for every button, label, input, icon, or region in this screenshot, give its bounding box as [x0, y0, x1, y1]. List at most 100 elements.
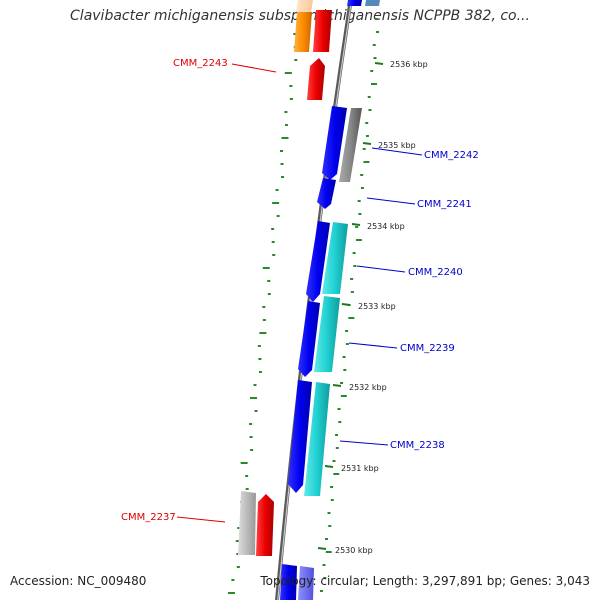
leader-cmm-2239	[348, 342, 398, 349]
gc-skew-tick	[284, 124, 288, 126]
gc-skew-tick	[249, 423, 253, 425]
gene-blue-c	[298, 301, 320, 377]
gc-skew-tick	[322, 564, 326, 566]
gene-blue-a	[322, 106, 347, 180]
gc-skew-tick	[342, 356, 346, 358]
gc-skew-tick	[281, 176, 285, 178]
gc-skew-tick	[227, 592, 235, 594]
gene-labels: CMM_2243 CMM_2242 CMM_2241 CMM_2240 CMM_…	[121, 58, 479, 523]
gc-skew-tick	[236, 553, 240, 555]
gene-label-cmm-2237[interactable]: CMM_2237	[121, 512, 176, 523]
accession-text: Accession: NC_009480	[10, 574, 147, 588]
gc-skew-tick	[262, 306, 266, 308]
gene-label-cmm-2242[interactable]: CMM_2242	[424, 150, 479, 161]
ruler-tick-2532	[332, 384, 342, 387]
ruler-ticks	[317, 62, 384, 550]
genome-summary-text: Topology: circular; Length: 3,297,891 bp…	[260, 574, 590, 588]
gene-label-cmm-2238[interactable]: CMM_2238	[390, 440, 445, 451]
gc-skew-tick	[372, 44, 376, 46]
gene-blue-b	[306, 221, 330, 302]
gc-skew-tick	[272, 202, 280, 204]
gc-skew-tick	[332, 460, 336, 462]
gc-skew-tick	[245, 488, 249, 490]
ruler-tick-2531	[324, 465, 334, 468]
gene-orange-top	[294, 12, 312, 52]
gene-lightblue-bottom	[298, 566, 314, 600]
gc-skew-tick	[345, 343, 349, 345]
ruler-label: 2532 kbp	[349, 383, 387, 392]
gc-skew-tick	[350, 278, 354, 280]
gc-skew-tick	[340, 395, 347, 397]
gc-skew-tick	[267, 293, 271, 295]
gc-skew-tick	[365, 122, 369, 124]
gene-cmm-2240	[322, 222, 348, 294]
gc-skew-tick	[236, 566, 240, 568]
gc-skew-tick	[370, 83, 377, 85]
gc-skew-tick	[258, 371, 262, 373]
gene-label-cmm-2243[interactable]: CMM_2243	[173, 58, 228, 69]
gc-skew-tick	[363, 161, 370, 163]
gc-skew-tick	[289, 85, 293, 87]
gene-label-cmm-2239[interactable]: CMM_2239	[400, 343, 455, 354]
gc-skew-tick	[345, 330, 349, 332]
leader-cmm-2243	[231, 63, 277, 73]
gc-skew-tick	[360, 187, 364, 189]
gc-skew-tick	[325, 551, 332, 553]
gc-skew-tick	[360, 174, 364, 176]
ruler-label: 2536 kbp	[390, 60, 428, 69]
gc-skew-tick	[323, 577, 327, 579]
gc-skew-tick	[262, 267, 270, 269]
ruler-tick-2534	[351, 223, 361, 226]
ruler-label: 2531 kbp	[341, 464, 379, 473]
gc-skew-tick	[250, 449, 254, 451]
gc-skew-tick	[250, 397, 258, 399]
gene-blue-bottom	[280, 564, 297, 600]
gene-label-cmm-2241[interactable]: CMM_2241	[417, 199, 472, 210]
gc-skew-tick	[262, 319, 266, 321]
gc-skew-tick	[362, 148, 366, 150]
gene-cmm-2243	[307, 58, 325, 100]
gc-skew-tick	[338, 421, 342, 423]
gc-skew-tick	[353, 265, 357, 267]
gc-skew-tick	[370, 70, 374, 72]
leader-cmm-2240	[356, 265, 406, 273]
gene-label-cmm-2240[interactable]: CMM_2240	[408, 267, 463, 278]
gc-skew-tick	[231, 579, 235, 581]
gc-skew-tick	[254, 410, 258, 412]
leader-cmm-2242	[371, 147, 423, 156]
gc-skew-tick	[284, 72, 292, 74]
gc-skew-tick	[355, 226, 359, 228]
gc-skew-tick	[335, 447, 339, 449]
gene-blue-top	[347, 0, 362, 6]
gc-skew-tick	[275, 189, 279, 191]
gc-skew-tick	[257, 345, 261, 347]
gene-lightgray	[238, 491, 256, 555]
gc-skew-tick	[343, 369, 347, 371]
gc-skew-tick	[330, 499, 334, 501]
gc-skew-tick	[373, 57, 377, 59]
gc-skew-tick	[375, 18, 379, 20]
gc-skew-tick	[335, 434, 339, 436]
gc-skew-tick	[368, 109, 372, 111]
gc-skew-tick	[333, 473, 340, 475]
gc-skew-tick	[280, 150, 283, 152]
gc-skew-tick	[358, 213, 362, 215]
gc-skew-tick	[293, 33, 297, 35]
gc-skew-tick	[355, 239, 362, 241]
leader-cmm-2238	[339, 440, 389, 446]
gc-skew-tick	[240, 462, 248, 464]
gc-skew-tick	[337, 408, 341, 410]
gc-skew-tick	[281, 137, 289, 139]
gene-peach-top	[296, 0, 313, 12]
gc-skew-tick	[258, 358, 262, 360]
ruler-tick-2533	[341, 303, 351, 306]
gc-skew-tick	[352, 252, 356, 254]
gc-skew-tick	[365, 135, 369, 137]
gc-skew-tick	[284, 111, 288, 113]
gc-skew-tick	[267, 280, 271, 282]
gc-skew-tick	[272, 254, 276, 256]
gc-skew-tick	[330, 486, 334, 488]
gc-skew-tick	[294, 59, 298, 61]
gc-skew-tick	[327, 512, 331, 514]
gc-skew-tick	[289, 98, 293, 100]
